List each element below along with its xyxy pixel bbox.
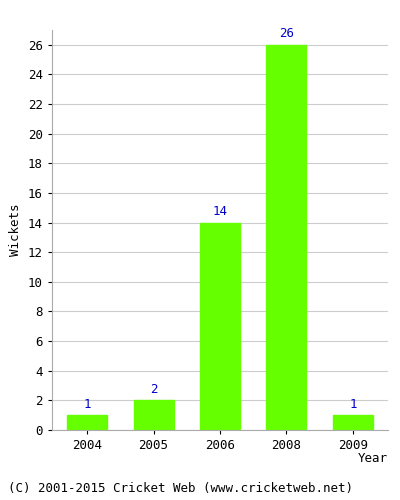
Text: 1: 1 xyxy=(84,398,91,410)
Bar xyxy=(333,415,373,430)
Text: 14: 14 xyxy=(212,205,228,218)
Bar xyxy=(266,45,306,430)
Text: 26: 26 xyxy=(279,28,294,40)
Text: Year: Year xyxy=(358,452,388,466)
Y-axis label: Wickets: Wickets xyxy=(10,204,22,256)
Text: 2: 2 xyxy=(150,383,157,396)
Bar xyxy=(200,222,240,430)
Text: (C) 2001-2015 Cricket Web (www.cricketweb.net): (C) 2001-2015 Cricket Web (www.cricketwe… xyxy=(8,482,353,495)
Text: 1: 1 xyxy=(349,398,356,410)
Bar xyxy=(134,400,174,430)
Bar xyxy=(67,415,107,430)
